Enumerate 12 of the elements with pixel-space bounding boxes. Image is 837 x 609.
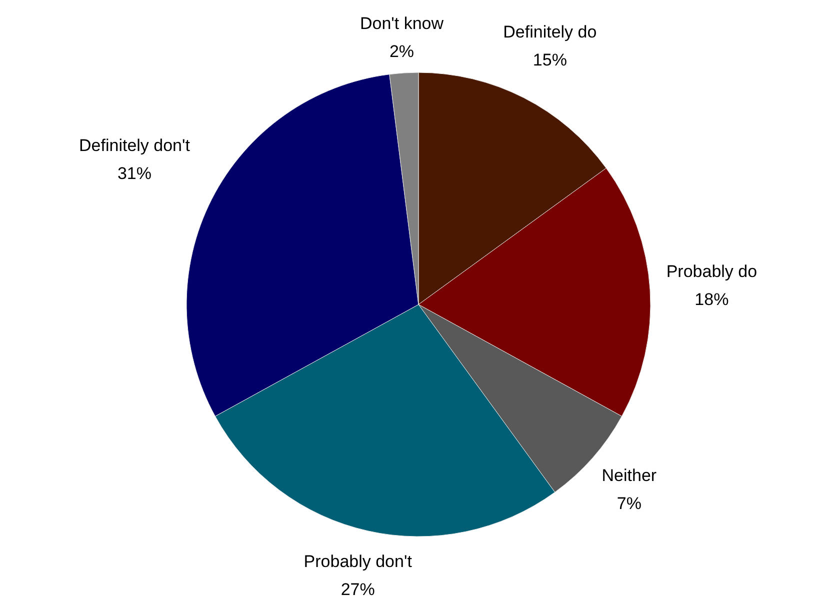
data-label: 27% xyxy=(340,580,375,599)
slice-label: Don't know xyxy=(360,14,444,34)
slice-label: Neither xyxy=(602,466,657,486)
slice-label: Definitely don't xyxy=(78,136,190,155)
slice-label: Definitely do xyxy=(503,22,597,42)
data-label: 31% xyxy=(117,164,152,183)
slice-label: Probably do xyxy=(666,262,758,282)
data-label: 7% xyxy=(616,494,642,514)
data-label: 18% xyxy=(694,290,729,310)
slice-label: Probably don't xyxy=(304,552,412,571)
data-label: 15% xyxy=(532,50,567,70)
data-label: 2% xyxy=(389,42,414,62)
